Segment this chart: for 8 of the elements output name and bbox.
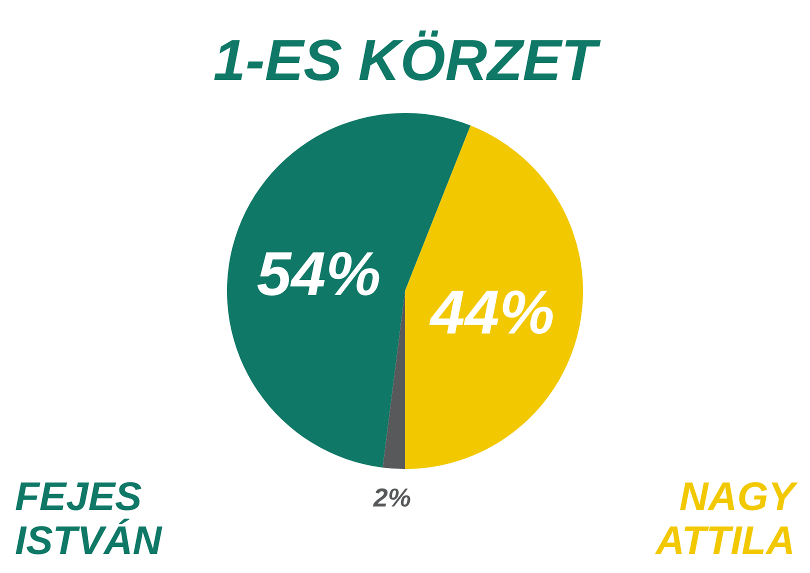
slice-label: FEJES ISTVÁN <box>15 475 163 563</box>
chart-title: 1-ES KÖRZET <box>213 28 602 93</box>
data-label: 2% <box>372 482 411 513</box>
pie-slice <box>405 126 583 469</box>
data-label: 44% <box>428 278 554 348</box>
slice-label: NAGY ATTILA <box>654 475 798 563</box>
pie-slice <box>382 291 405 469</box>
data-label: 54% <box>256 240 381 309</box>
